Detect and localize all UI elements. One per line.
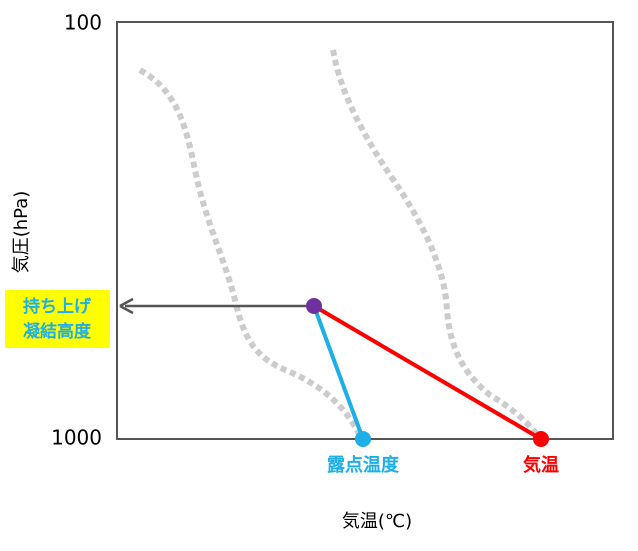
plot-frame (116, 21, 614, 440)
dew-point-line (312, 305, 365, 440)
temperature-point (533, 431, 549, 447)
reference-curve (138, 67, 363, 438)
y-tick-label: 1000 (51, 426, 102, 450)
temperature-label: 気温 (523, 454, 559, 476)
arrow-head (119, 297, 134, 315)
lcl-point (306, 298, 322, 314)
lcl-label: 持ち上げ (23, 296, 92, 317)
y-axis-label: 気圧(hPa) (11, 191, 32, 274)
dew-point-point (355, 431, 371, 447)
lcl-label: 凝結高度 (23, 321, 92, 342)
y-tick-label: 100 (64, 11, 102, 35)
temperature-line (312, 304, 543, 441)
reference-curve (330, 49, 541, 438)
x-axis-label: 気温(℃) (342, 511, 412, 532)
lcl-box (5, 290, 110, 348)
dew-point-label: 露点温度 (327, 454, 400, 476)
